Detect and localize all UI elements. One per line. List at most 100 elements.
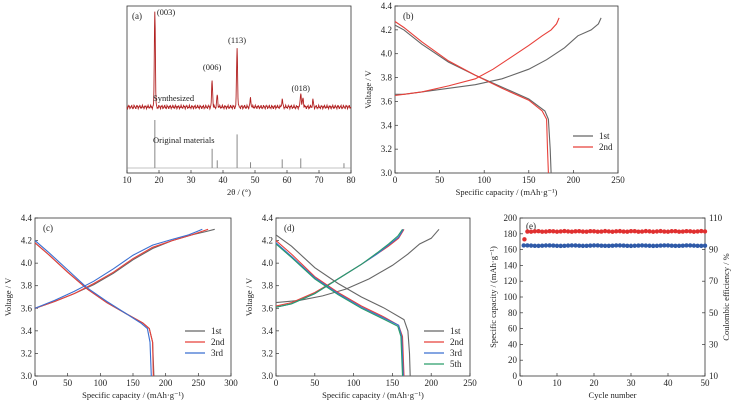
y-tick-label: 3.4 (21, 326, 33, 336)
efficiency-point (617, 228, 623, 234)
capacity-point (662, 243, 667, 248)
y-axis-label: Voltage / V (363, 69, 373, 108)
capacity-point (680, 243, 685, 248)
efficiency-point (532, 229, 537, 234)
capacity-point (699, 243, 704, 249)
y-tick-label: 100 (504, 292, 518, 302)
efficiency-point (606, 229, 611, 234)
series-3rd-charge (34, 228, 203, 309)
legend-label: 1st (211, 326, 222, 336)
panel-label: (e) (526, 221, 536, 231)
x-tick-label: 10 (123, 175, 133, 185)
capacity-point (577, 243, 582, 248)
efficiency-point (680, 229, 685, 234)
efficiency-point (625, 229, 630, 234)
plot-frame (394, 5, 619, 174)
capacity-point (684, 243, 689, 248)
y-tick-label: 160 (504, 245, 518, 255)
efficiency-point (599, 229, 604, 234)
capacity-point (532, 243, 537, 249)
x-axis-label: Specific capacity / (mAh·g⁻¹) (456, 187, 558, 197)
series-2nd-discharge (394, 21, 549, 174)
capacity-point (665, 243, 671, 248)
peak-annotation: (113) (228, 35, 246, 45)
y-tick-label: 4.4 (262, 213, 274, 223)
y-tick-label: 3.0 (381, 168, 393, 178)
panel-label: (d) (284, 223, 295, 233)
y-tick-label: 3.0 (21, 371, 33, 381)
x-tick-label: 10 (553, 378, 563, 388)
y-tick-label: 180 (504, 229, 518, 239)
efficiency-point (580, 229, 586, 234)
y-tick-label: 3.2 (381, 144, 392, 154)
x-tick-label: 0 (393, 175, 398, 185)
capacity-point (691, 243, 697, 248)
efficiency-point (654, 229, 660, 234)
efficiency-point (522, 237, 527, 242)
x-tick-label: 30 (627, 378, 637, 388)
y-tick-label: 4.0 (381, 49, 393, 59)
y-tick-label: 4.2 (381, 25, 392, 35)
capacity-point (543, 243, 549, 248)
series-1st-discharge (275, 234, 411, 377)
efficiency-point (547, 228, 552, 234)
capacity-point (658, 243, 663, 248)
x-axis-label: Specific capacity / (mAh·g⁻¹) (82, 390, 184, 400)
x-tick-label: 50 (435, 175, 445, 185)
legend-label: 2nd (211, 337, 225, 347)
plot-frame (126, 5, 352, 174)
capacity-point (625, 243, 630, 249)
y-tick-label: 3.4 (262, 326, 274, 336)
y-tick-label: 3.6 (381, 96, 393, 106)
capacity-point (676, 243, 682, 249)
x-axis-label: 2θ / (°) (227, 187, 251, 197)
efficiency-point (554, 229, 560, 234)
x-tick-label: 250 (463, 378, 477, 388)
y-tick-label: 3.4 (381, 120, 393, 130)
y-tick-label: 4.4 (381, 1, 393, 11)
y-tick-label: 20 (508, 355, 518, 365)
efficiency-point (551, 229, 556, 234)
efficiency-point (699, 228, 704, 234)
y-tick-label: 4.2 (262, 236, 273, 246)
x-tick-label: 150 (386, 378, 400, 388)
series-label-original: Original materials (153, 135, 215, 145)
capacity-point (636, 243, 641, 248)
y-tick-label: 3.8 (21, 281, 33, 291)
capacity-point (528, 243, 534, 248)
capacity-point (654, 243, 660, 249)
y-tick-label: 70 (709, 276, 719, 286)
capacity-point (547, 243, 552, 248)
series-5th-charge (275, 228, 403, 308)
y-tick-label: 4.4 (21, 213, 33, 223)
peak-annotation: (003) (157, 7, 176, 17)
capacity-point (647, 243, 652, 248)
capacity-point (599, 243, 604, 248)
y-tick-label: 3.6 (21, 303, 33, 313)
y-tick-label: 30 (709, 339, 719, 349)
series-2nd-charge (394, 17, 560, 97)
capacity-point (554, 243, 560, 248)
series-1st-discharge (34, 242, 155, 377)
efficiency-point (558, 229, 563, 234)
efficiency-point (662, 229, 667, 234)
capacity-point (702, 243, 708, 248)
x-tick-label: 40 (664, 378, 674, 388)
efficiency-point (691, 229, 697, 234)
efficiency-point (665, 229, 671, 234)
legend-label: 3rd (211, 348, 223, 358)
efficiency-point (628, 229, 634, 234)
panel-label: (a) (132, 11, 142, 21)
x-tick-label: 20 (590, 378, 600, 388)
x-tick-label: 80 (347, 175, 357, 185)
capacity-point (673, 243, 678, 249)
efficiency-point (525, 229, 530, 234)
panel-label: (b) (403, 11, 414, 21)
capacity-point (565, 243, 571, 248)
legend-label: 5th (450, 359, 462, 369)
series-1st-discharge (394, 24, 552, 174)
efficiency-point (543, 229, 549, 234)
capacity-point (695, 243, 700, 249)
y-axis-label: Specific capacity / (mAh·g⁻¹) (488, 246, 498, 348)
